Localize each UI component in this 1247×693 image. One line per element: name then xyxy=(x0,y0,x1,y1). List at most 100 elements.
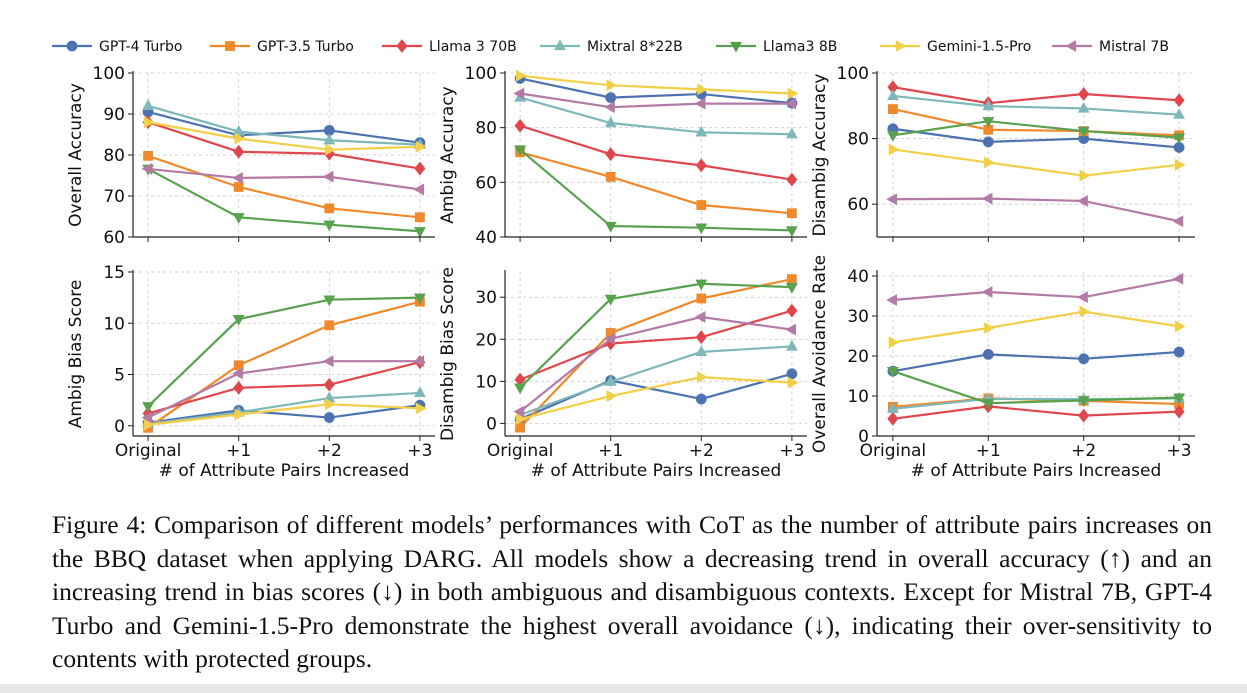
data-point xyxy=(1173,346,1185,358)
legend-item: Llama 3 70B xyxy=(382,39,517,55)
series-line xyxy=(519,278,793,429)
chart-panel: 0 10 20 30 Original +1 +2 +3 Disambig Bias Score… xyxy=(438,267,807,481)
data-point xyxy=(785,226,798,238)
series-line xyxy=(519,96,792,136)
y-axis-label: Disambig Bias Score xyxy=(438,267,458,441)
data-point xyxy=(514,383,527,395)
data-point xyxy=(695,330,707,345)
data-point xyxy=(695,125,708,137)
data-point xyxy=(323,133,336,145)
x-tick-label: Original xyxy=(487,441,554,461)
legend-marker xyxy=(730,41,742,53)
data-point xyxy=(325,143,336,156)
series-line xyxy=(892,148,1180,177)
data-point xyxy=(322,355,334,368)
data-point xyxy=(785,97,797,110)
data-point xyxy=(515,413,527,426)
legend-label: Mixtral 8*22B xyxy=(587,39,683,55)
data-point xyxy=(887,411,899,426)
data-point xyxy=(981,286,993,298)
data-point xyxy=(785,127,798,139)
series-line xyxy=(519,309,793,381)
series-line xyxy=(147,391,420,425)
data-point xyxy=(234,132,246,145)
series-line xyxy=(519,151,792,215)
data-point xyxy=(694,311,706,323)
data-point xyxy=(323,412,335,423)
legend-marker xyxy=(554,39,566,51)
legend-label: Mistral 7B xyxy=(1099,39,1169,55)
y-tick-label: 60 xyxy=(103,228,125,248)
data-point xyxy=(1172,272,1184,285)
data-point xyxy=(413,227,426,238)
data-point xyxy=(604,294,617,306)
legend-marker xyxy=(895,40,907,52)
bottom-bar xyxy=(0,684,1247,693)
data-point xyxy=(785,339,798,351)
data-point xyxy=(414,161,426,176)
series-line xyxy=(892,86,1180,105)
legend-label: GPT-4 Turbo xyxy=(99,39,182,55)
data-point xyxy=(324,203,335,214)
series-line xyxy=(147,110,421,144)
figure-caption: Figure 4: Comparison of different models… xyxy=(52,510,1212,673)
data-point xyxy=(886,193,898,206)
data-point xyxy=(888,104,898,114)
y-tick-label: 5 xyxy=(114,366,125,386)
data-point xyxy=(415,402,427,415)
data-point xyxy=(984,156,995,169)
legend-marker xyxy=(225,41,235,51)
chart-panel: 0 5 10 15 Original +1 +2 +3 Ambig Bias Score # of… xyxy=(66,263,435,481)
data-point xyxy=(1078,353,1090,365)
data-point xyxy=(696,293,707,304)
y-tick-label: 15 xyxy=(103,263,125,283)
data-point xyxy=(413,386,426,398)
data-point xyxy=(886,402,899,413)
data-point xyxy=(1077,194,1088,207)
series-line xyxy=(892,310,1180,344)
y-axis-label: Overall Accuracy xyxy=(66,83,86,227)
y-axis-label: Disambig Accuracy xyxy=(810,74,830,237)
series-line xyxy=(892,370,1180,405)
series-line xyxy=(519,315,793,413)
legend-item: Llama3 8B xyxy=(716,39,837,55)
y-tick-label: 80 xyxy=(847,130,869,150)
data-point xyxy=(413,293,426,305)
data-point xyxy=(143,418,155,431)
data-point xyxy=(324,320,335,331)
x-tick-label: +3 xyxy=(1167,441,1192,461)
x-axis-label: # of Attribute Pairs Increased xyxy=(911,461,1162,481)
data-point xyxy=(982,136,994,148)
legend-item: GPT-4 Turbo xyxy=(52,39,182,55)
data-point xyxy=(1078,408,1090,423)
y-tick-label: 0 xyxy=(114,417,125,437)
series-line xyxy=(892,277,1180,302)
series-line xyxy=(147,360,420,419)
y-axis-label: Ambig Accuracy xyxy=(438,86,458,224)
y-tick-label: 0 xyxy=(486,414,497,434)
data-point xyxy=(787,376,799,389)
data-point xyxy=(695,279,708,291)
data-point xyxy=(1077,396,1090,407)
legend-label: Gemini-1.5-Pro xyxy=(927,39,1031,55)
y-tick-label: 10 xyxy=(847,387,869,407)
data-point xyxy=(322,170,334,183)
data-point xyxy=(233,360,244,371)
data-point xyxy=(514,145,527,157)
data-point xyxy=(514,118,526,133)
chart-panel: 0 10 20 30 40 Original +1 +2 +3 Overall Avoidance… xyxy=(810,255,1195,481)
data-point xyxy=(513,405,525,418)
y-tick-label: 100 xyxy=(465,64,497,84)
series-line xyxy=(519,376,792,421)
series-line xyxy=(147,167,421,191)
legend-marker xyxy=(396,39,408,53)
data-point xyxy=(606,390,618,402)
data-point xyxy=(1079,305,1091,318)
series-line xyxy=(892,405,1180,420)
data-point xyxy=(606,79,618,92)
data-point xyxy=(786,172,798,187)
series-line xyxy=(519,74,792,95)
data-point xyxy=(695,345,708,357)
data-point xyxy=(697,371,708,384)
legend-item: GPT-3.5 Turbo xyxy=(210,39,354,55)
